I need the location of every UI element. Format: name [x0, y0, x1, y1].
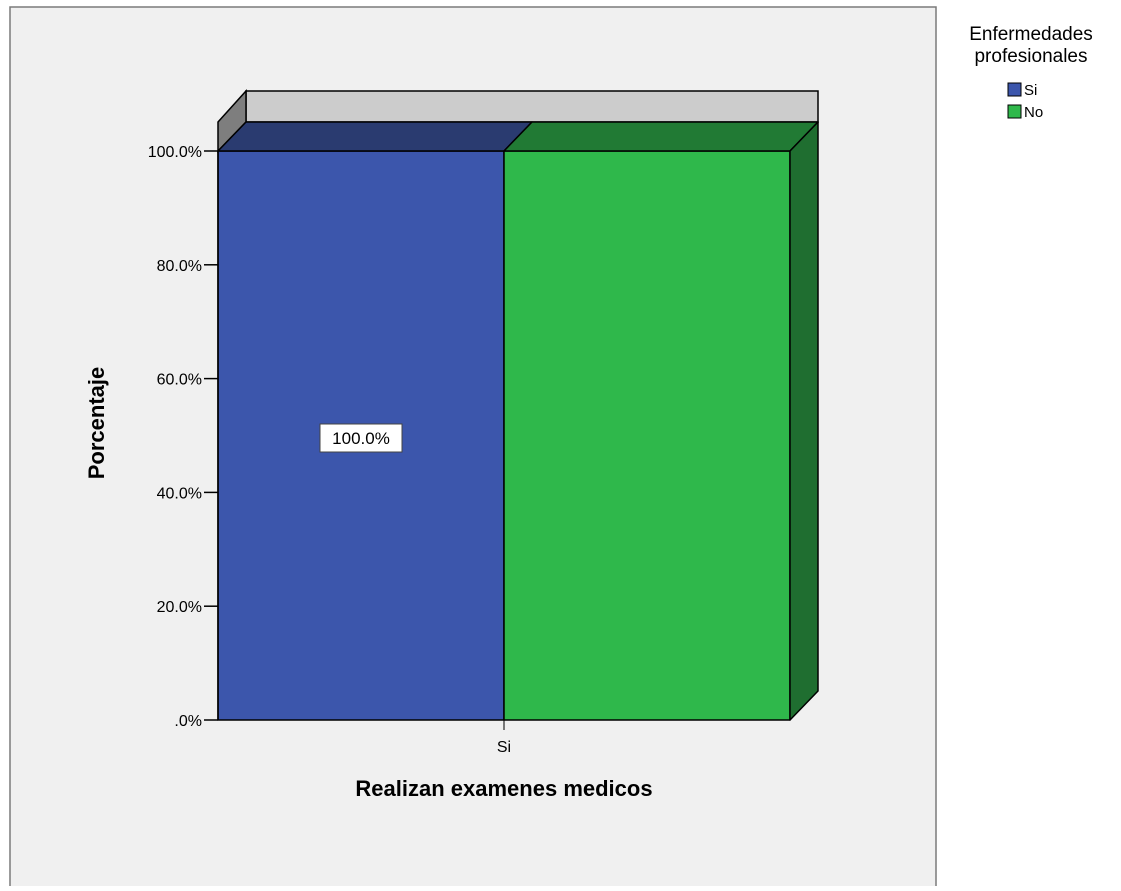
back-wall-top [245, 90, 819, 123]
legend-title-line-2: profesionales [974, 46, 1087, 67]
y-tick-label: 100.0% [148, 144, 202, 161]
legend-title-line-1: Enfermedades [969, 24, 1093, 45]
bar-top-si [217, 121, 533, 152]
y-tick-label: 40.0% [157, 485, 202, 502]
legend-swatch-si [1007, 82, 1022, 97]
bar-top-no [503, 121, 819, 152]
y-axis-title: Porcentaje [84, 367, 109, 480]
bar-side-no [789, 121, 819, 721]
y-tick-label: 20.0% [157, 599, 202, 616]
x-tick-label: Si [497, 739, 511, 756]
legend-swatch-no [1007, 104, 1022, 119]
x-axis-title: Realizan examenes medicos [355, 776, 652, 801]
legend-label-si: Si [1024, 82, 1037, 99]
bar-front-no [503, 150, 791, 721]
y-tick-label: 80.0% [157, 258, 202, 275]
data-label: 100.0% [332, 429, 390, 448]
y-axis: .0% 20.0% 40.0% 60.0% 80.0% 100.0% [148, 144, 219, 730]
bars-group [217, 121, 819, 721]
legend: Enfermedades profesionales Si No [969, 24, 1093, 121]
legend-label-no: No [1024, 104, 1043, 121]
y-tick-label: 60.0% [157, 372, 202, 389]
data-label-box: 100.0% [319, 423, 403, 453]
y-tick-label: .0% [174, 713, 202, 730]
